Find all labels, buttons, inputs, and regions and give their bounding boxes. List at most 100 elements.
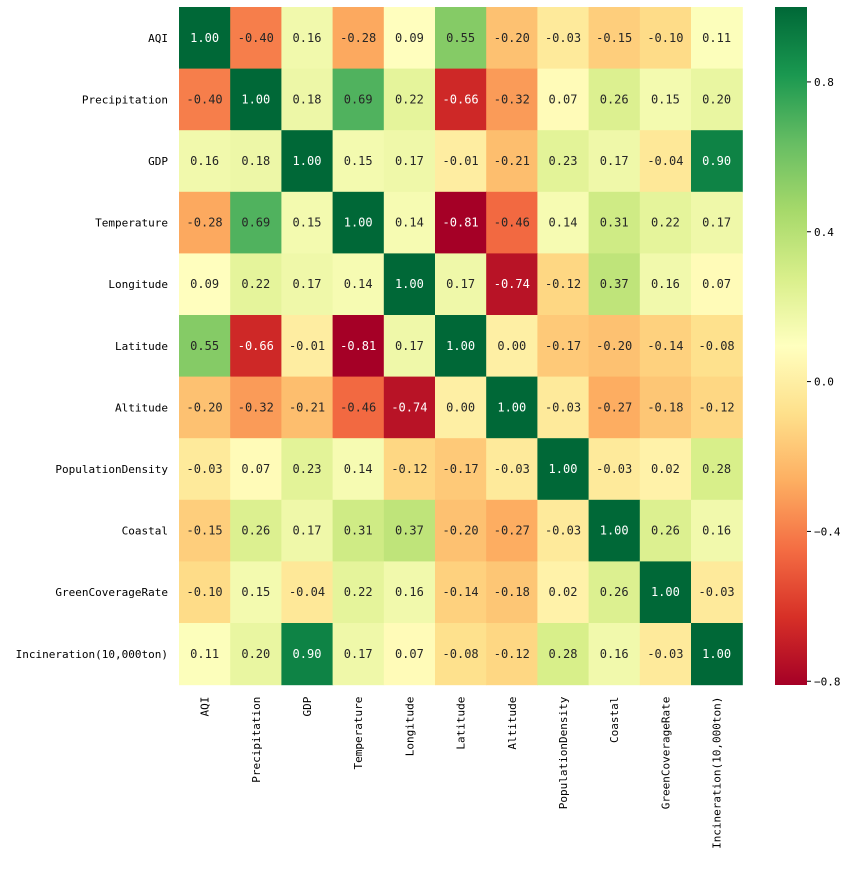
cell-value-label: 0.09 [190,277,219,291]
heatmap-cell [639,376,692,439]
cell-value-label: 1.00 [293,154,322,168]
row-label: Longitude [108,278,168,291]
cell-value-label: -0.12 [699,400,735,414]
heatmap-cell [179,315,231,378]
heatmap-cell [435,315,487,378]
heatmap-cell [332,376,385,439]
heatmap-cell [332,561,385,624]
heatmap-cell [230,438,282,501]
cell-value-label: -0.27 [596,400,632,414]
row-label: Altitude [115,401,168,414]
heatmap-cell [230,7,282,70]
cell-value-label: 0.17 [395,339,424,353]
heatmap-cell [588,191,641,254]
column-label: Latitude [455,697,468,750]
cell-value-label: 0.69 [344,92,373,106]
heatmap-cell [639,623,692,686]
cell-value-label: -0.66 [443,92,479,106]
cell-value-label: -0.10 [187,585,223,599]
heatmap-cell [332,68,385,131]
heatmap-cell [486,7,538,70]
row-label: GDP [148,155,168,168]
cell-value-label: 0.07 [549,92,578,106]
heatmap-cell [537,315,590,378]
heatmap-cell [332,438,385,501]
cell-value-label: 0.16 [293,31,322,45]
cell-value-label: -0.08 [699,339,735,353]
cell-value-label: 0.17 [293,524,322,538]
row-label: Coastal [122,525,168,538]
cell-value-label: 0.69 [241,216,270,230]
heatmap-cell [639,499,692,562]
heatmap-cell [383,315,436,378]
heatmap-cell [281,623,334,686]
heatmap-cell [435,623,487,686]
heatmap-cell [179,438,231,501]
heatmap-cell [486,561,538,624]
heatmap-cell [691,499,743,562]
heatmap-cell [383,438,436,501]
cell-value-label: 0.90 [702,154,731,168]
heatmap-cell [486,623,538,686]
heatmap-cell [281,130,334,193]
cell-value-label: 1.00 [190,31,219,45]
cell-value-label: 0.18 [293,92,322,106]
row-label: AQI [148,32,168,45]
cell-value-label: 0.26 [651,524,680,538]
column-labels: AQI Precipitation GDP Temperature Longitude L… [199,696,724,849]
heatmap-cells: 1.00 -0.40 0.16 -0.28 0.09 0.55 -0.20 -0.03 -0.1… [179,7,743,686]
cell-value-label: -0.27 [494,524,530,538]
heatmap-cell [332,623,385,686]
cell-value-label: 0.26 [241,524,270,538]
heatmap-cell [281,253,334,316]
heatmap-cell [332,7,385,70]
cell-value-label: 0.07 [395,647,424,661]
cell-value-label: 0.02 [651,462,680,476]
heatmap-cell [383,68,436,131]
cell-value-label: -0.15 [187,524,223,538]
cell-value-label: -0.20 [596,339,632,353]
cell-value-label: 0.26 [600,585,629,599]
cell-value-label: -0.03 [545,524,581,538]
cell-value-label: 0.15 [651,92,680,106]
cell-value-label: 0.14 [395,216,424,230]
column-label: GDP [301,696,314,716]
heatmap-cell [486,438,538,501]
cell-value-label: 1.00 [702,647,731,661]
heatmap-cell [537,499,590,562]
cell-value-label: 0.18 [241,154,270,168]
heatmap-cell [435,253,487,316]
cell-value-label: 1.00 [446,339,475,353]
colorbar-gradient [775,7,807,685]
cell-value-label: 1.00 [600,524,629,538]
cell-value-label: 0.23 [293,462,322,476]
row-label: Latitude [115,340,168,353]
heatmap-cell [588,68,641,131]
heatmap-cell [639,561,692,624]
cell-value-label: 0.17 [446,277,475,291]
row-label: GreenCoverageRate [55,586,168,599]
colorbar-tick-label: −0.8 [814,675,841,688]
heatmap-cell [281,7,334,70]
cell-value-label: -0.14 [647,339,683,353]
cell-value-label: -0.12 [545,277,581,291]
cell-value-label: 0.26 [600,92,629,106]
cell-value-label: 0.11 [190,647,219,661]
cell-value-label: 0.17 [600,154,629,168]
heatmap-cell [230,376,282,439]
cell-value-label: -0.32 [494,92,530,106]
heatmap-cell [639,438,692,501]
cell-value-label: -0.17 [443,462,479,476]
heatmap-cell [588,7,641,70]
cell-value-label: -0.21 [289,400,325,414]
heatmap-cell [588,376,641,439]
cell-value-label: 0.02 [549,585,578,599]
heatmap-cell [281,376,334,439]
heatmap-cell [639,191,692,254]
heatmap-cell [383,499,436,562]
cell-value-label: -0.46 [340,400,376,414]
column-label: AQI [199,697,212,717]
heatmap-cell [383,561,436,624]
heatmap-cell [383,253,436,316]
